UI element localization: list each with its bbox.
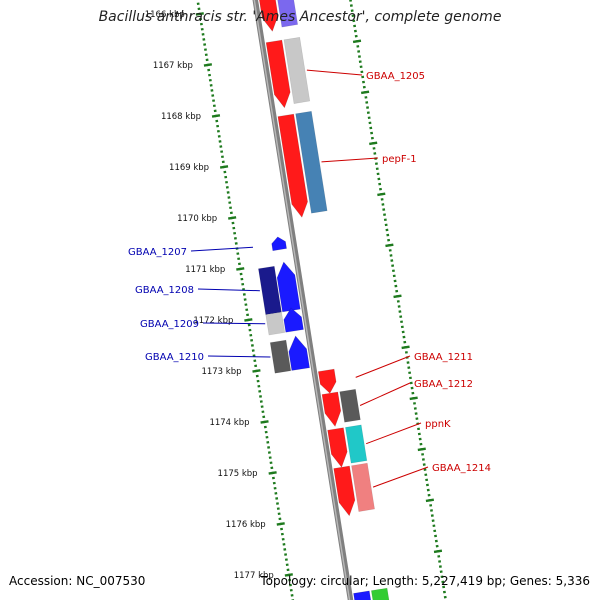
gene-arrow	[265, 39, 291, 109]
ruler-tick-label: 1173 kbp	[201, 367, 241, 377]
cog-bar	[277, 0, 299, 28]
ruler-right-major-tick	[385, 243, 394, 248]
ruler-right-major-tick	[425, 498, 435, 503]
cog-bar	[265, 311, 286, 336]
gene-arrow	[283, 307, 304, 333]
gene-arrow	[276, 261, 301, 313]
ruler-tick-label: 1175 kbp	[218, 469, 258, 479]
label-leader-line	[321, 157, 379, 163]
feature-labels: GBAA_1205 pepF-1 GBAA_1207 GBAA_1208 GBAA_12…	[128, 69, 491, 488]
ruler-left-major-tick	[195, 12, 204, 16]
ruler-tick-label: 1174 kbp	[209, 418, 249, 428]
gene-arrow	[288, 335, 310, 371]
gene-label: GBAA_1212	[414, 379, 473, 390]
ruler-left-major-tick	[228, 216, 237, 220]
label-leader-line	[197, 288, 260, 292]
ruler-right-major-tick	[417, 447, 426, 452]
ruler-right-major-tick	[352, 39, 362, 44]
gene-arrow	[277, 113, 308, 218]
gene-label: GBAA_1205	[366, 71, 425, 82]
label-leader-line	[306, 69, 363, 76]
label-leader-line	[372, 466, 429, 488]
ruler-right-major-tick	[377, 192, 386, 197]
ruler-left-major-tick	[252, 369, 261, 373]
features	[258, 0, 390, 600]
gene-label: pepF-1	[382, 154, 417, 165]
gene-label: ppnK	[425, 419, 451, 430]
backbone-line	[252, 0, 354, 600]
gene-label: GBAA_1209	[140, 319, 199, 330]
ruler-tick-label: 1177 kbp	[234, 571, 274, 581]
ruler-tick-label: 1166 kbp	[145, 10, 185, 20]
gene-arrow	[321, 391, 342, 428]
gene-arrow	[353, 590, 372, 600]
cog-bar	[345, 424, 368, 464]
ruler-right-major-tick	[369, 141, 378, 146]
ruler-left-major-tick	[276, 522, 285, 526]
ruler-tick-label: 1176 kbp	[226, 520, 266, 530]
cog-bar	[258, 265, 282, 315]
ruler-tick-label: 1169 kbp	[169, 163, 209, 173]
ruler-tick-label: 1167 kbp	[153, 61, 193, 71]
label-leader-line	[190, 246, 254, 252]
cog-bar	[269, 339, 292, 374]
topology-text: Topology: circular; Length: 5,227,419 bp…	[260, 574, 590, 588]
cog-bar	[339, 388, 361, 423]
ruler-left-major-tick	[219, 165, 229, 169]
gene-arrow	[333, 465, 356, 517]
label-leader-line	[202, 322, 266, 325]
ruler-left-major-tick	[203, 63, 213, 67]
cog-bar	[295, 110, 328, 214]
ruler-tick-label: 1168 kbp	[161, 112, 201, 122]
ruler-left-major-tick	[236, 267, 245, 271]
label-leader-line	[207, 355, 271, 358]
ruler-right-major-tick	[401, 345, 410, 350]
map-title: Bacillus anthracis str. 'Ames Ancestor',…	[98, 9, 502, 25]
gene-label: GBAA_1211	[414, 352, 473, 363]
label-leader-line	[359, 382, 411, 406]
gene-arrow	[327, 427, 348, 468]
backbone-highlight	[253, 0, 351, 600]
label-leader-line	[355, 355, 411, 378]
ruler-right-major-tick	[360, 90, 370, 95]
backbone	[252, 0, 354, 600]
ruler-left-major-tick	[211, 114, 221, 118]
gene-label: GBAA_1207	[128, 247, 187, 258]
gene-arrow	[259, 0, 279, 32]
cog-bar	[351, 462, 375, 512]
cog-bar	[283, 36, 311, 104]
gene-label: GBAA_1214	[432, 463, 491, 474]
ruler-tick-label: 1170 kbp	[177, 214, 217, 224]
gene-label: GBAA_1208	[135, 285, 194, 296]
ruler-tick-label: 1171 kbp	[185, 265, 225, 275]
ruler-left-major-tick	[284, 573, 293, 577]
ruler-left-major-tick	[260, 420, 269, 424]
ruler-right-major-tick	[409, 396, 418, 401]
accession-text: Accession: NC_007530	[9, 574, 146, 588]
gene-arrow	[271, 236, 287, 252]
ruler-left-major-tick	[268, 471, 277, 475]
ruler-right-major-tick	[393, 294, 402, 299]
ruler-left-major-tick	[244, 318, 253, 322]
gene-label: GBAA_1210	[145, 352, 204, 363]
cog-bar	[370, 587, 390, 600]
label-leader-line	[366, 422, 422, 445]
ruler-tick-label: 1172 kbp	[193, 316, 233, 326]
ruler-right-major-tick	[433, 549, 443, 554]
gene-arrow	[317, 368, 337, 394]
